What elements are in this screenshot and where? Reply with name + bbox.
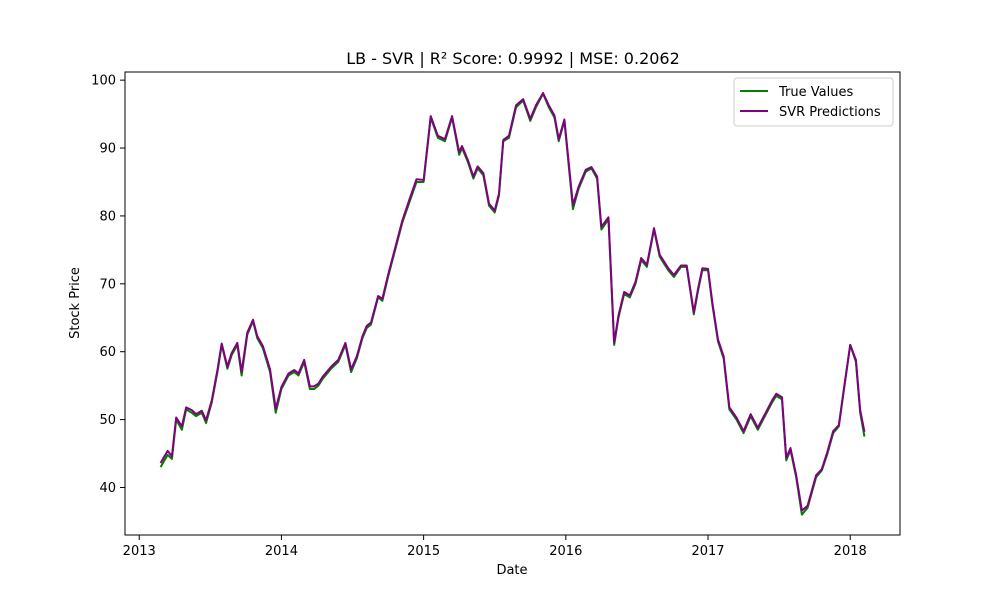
y-tick-label: 80 (99, 209, 116, 224)
y-tick-label: 70 (99, 277, 116, 292)
x-axis: 2013 2014 2015 2016 2017 2018 (123, 535, 867, 559)
y-tick-label: 60 (99, 345, 116, 360)
series-lines (159, 92, 866, 516)
y-axis-label: Stock Price (68, 267, 83, 339)
x-tick-label: 2018 (834, 544, 867, 559)
legend-label-svr-predictions: SVR Predictions (779, 105, 881, 120)
x-axis-label: Date (496, 563, 527, 578)
y-tick-label: 50 (99, 413, 116, 428)
plot-area-frame (124, 71, 901, 536)
legend: True Values SVR Predictions (733, 77, 894, 127)
legend-box (733, 77, 894, 127)
series-line-svr-predictions (159, 92, 866, 512)
x-tick-label: 2016 (549, 544, 582, 559)
y-tick-label: 100 (91, 74, 116, 89)
x-tick-label: 2013 (123, 544, 156, 559)
x-tick-label: 2017 (691, 544, 724, 559)
y-tick-label: 40 (99, 481, 116, 496)
x-tick-label: 2014 (265, 544, 298, 559)
legend-label-true-values: True Values (778, 85, 853, 100)
y-tick-label: 90 (99, 142, 116, 157)
x-tick-label: 2015 (407, 544, 440, 559)
series-line-true-values (159, 92, 866, 516)
y-axis: 40 50 60 70 80 90 100 (91, 74, 125, 496)
chart-title: LB - SVR | R² Score: 0.9992 | MSE: 0.206… (346, 49, 680, 68)
